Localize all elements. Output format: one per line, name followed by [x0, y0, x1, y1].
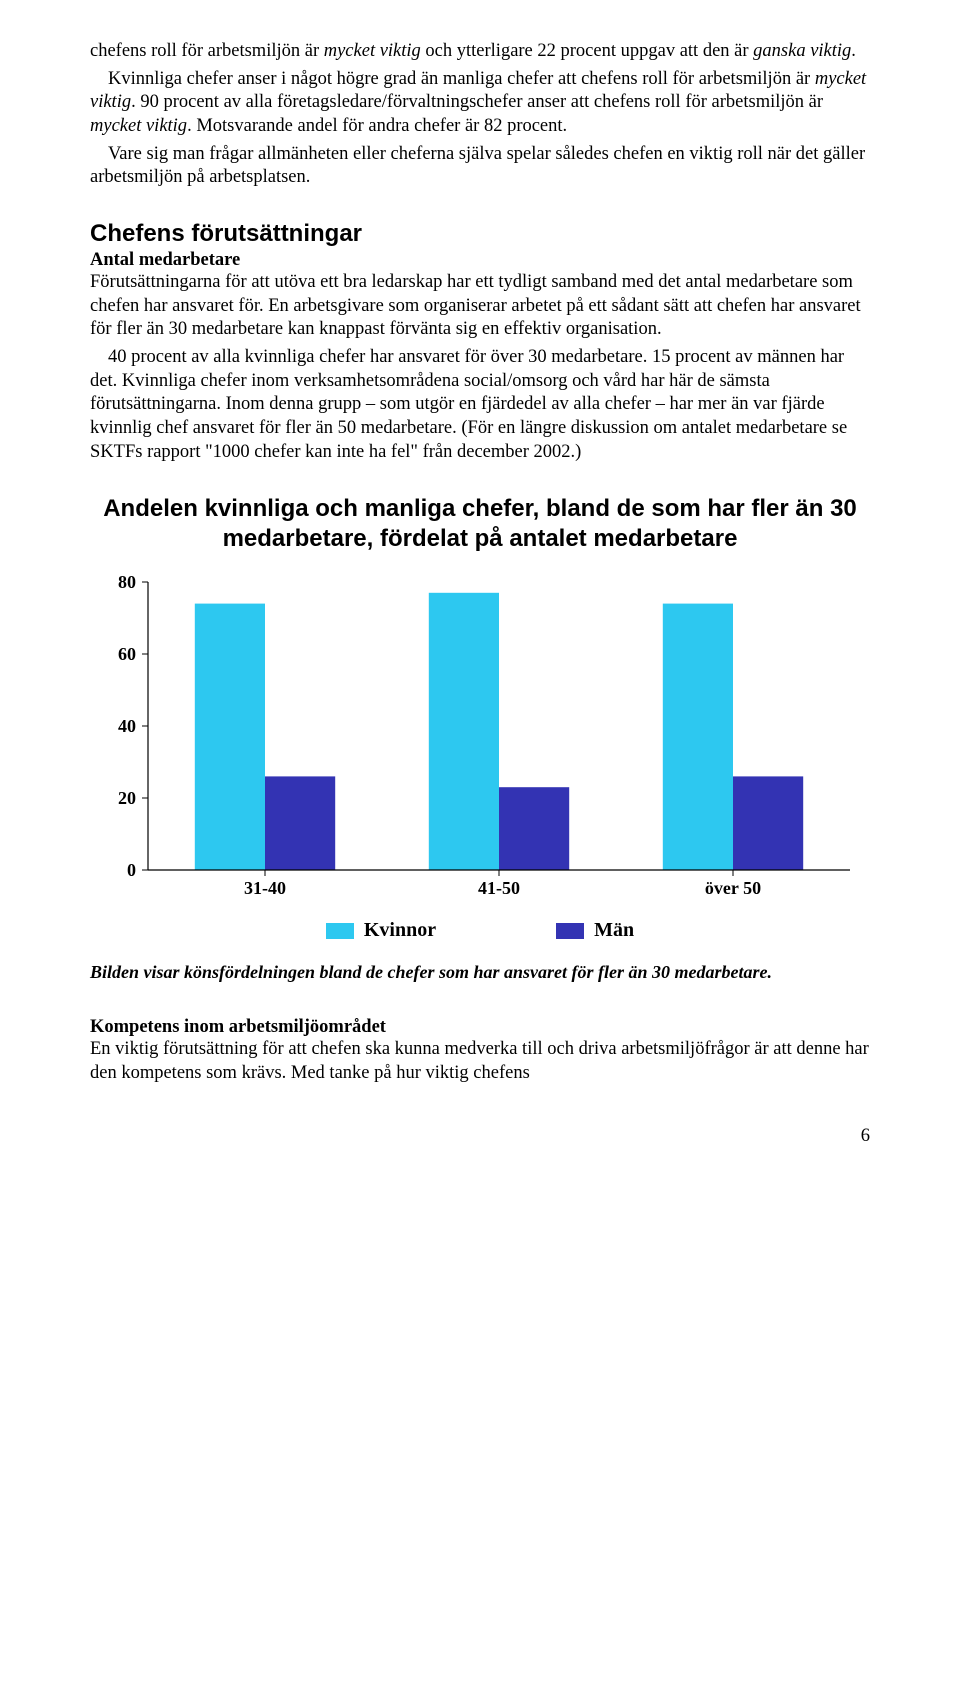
page-number: 6	[90, 1126, 870, 1147]
subsection-kompetens: Kompetens inom arbetsmiljöområdet	[90, 1017, 870, 1038]
svg-text:40: 40	[118, 716, 136, 736]
paragraph-5: 40 procent av alla kvinnliga chefer har …	[90, 346, 870, 464]
svg-text:80: 80	[118, 572, 136, 592]
chart-caption: Bilden visar könsfördelningen bland de c…	[90, 962, 870, 983]
svg-text:60: 60	[118, 644, 136, 664]
chart-legend: Kvinnor Män	[100, 919, 860, 942]
document-page: chefens roll för arbetsmiljön är mycket …	[0, 0, 960, 1177]
chart-title: Andelen kvinnliga och manliga chefer, bl…	[90, 494, 870, 554]
svg-text:31-40: 31-40	[244, 878, 286, 898]
paragraph-1: chefens roll för arbetsmiljön är mycket …	[90, 40, 870, 64]
paragraph-3: Vare sig man frågar allmänheten eller ch…	[90, 143, 870, 190]
svg-text:över 50: över 50	[705, 878, 761, 898]
subsection-antal-medarbetare: Antal medarbetare	[90, 250, 870, 271]
section-heading-forutsattningar: Chefens förutsättningar	[90, 220, 870, 248]
bar	[429, 593, 499, 870]
svg-text:20: 20	[118, 788, 136, 808]
legend-label: Män	[594, 919, 634, 942]
bar	[195, 604, 265, 870]
bar-chart: 0 20 40 60 80 31-40 41-50 över 50 Kvinnor Män	[100, 572, 860, 942]
paragraph-2: Kvinnliga chefer anser i något högre gra…	[90, 68, 870, 139]
paragraph-6: En viktig förutsättning för att chefen s…	[90, 1038, 870, 1085]
bar	[265, 777, 335, 871]
chart-svg: 0 20 40 60 80 31-40 41-50 över 50	[100, 572, 860, 902]
bar	[663, 604, 733, 870]
svg-text:41-50: 41-50	[478, 878, 520, 898]
legend-item: Män	[556, 919, 634, 942]
bar	[499, 788, 569, 871]
legend-swatch	[326, 923, 354, 939]
legend-item: Kvinnor	[326, 919, 436, 942]
legend-swatch	[556, 923, 584, 939]
svg-text:0: 0	[127, 860, 136, 880]
paragraph-4: Förutsättningarna för att utöva ett bra …	[90, 271, 870, 342]
bar	[733, 777, 803, 871]
legend-label: Kvinnor	[364, 919, 436, 942]
